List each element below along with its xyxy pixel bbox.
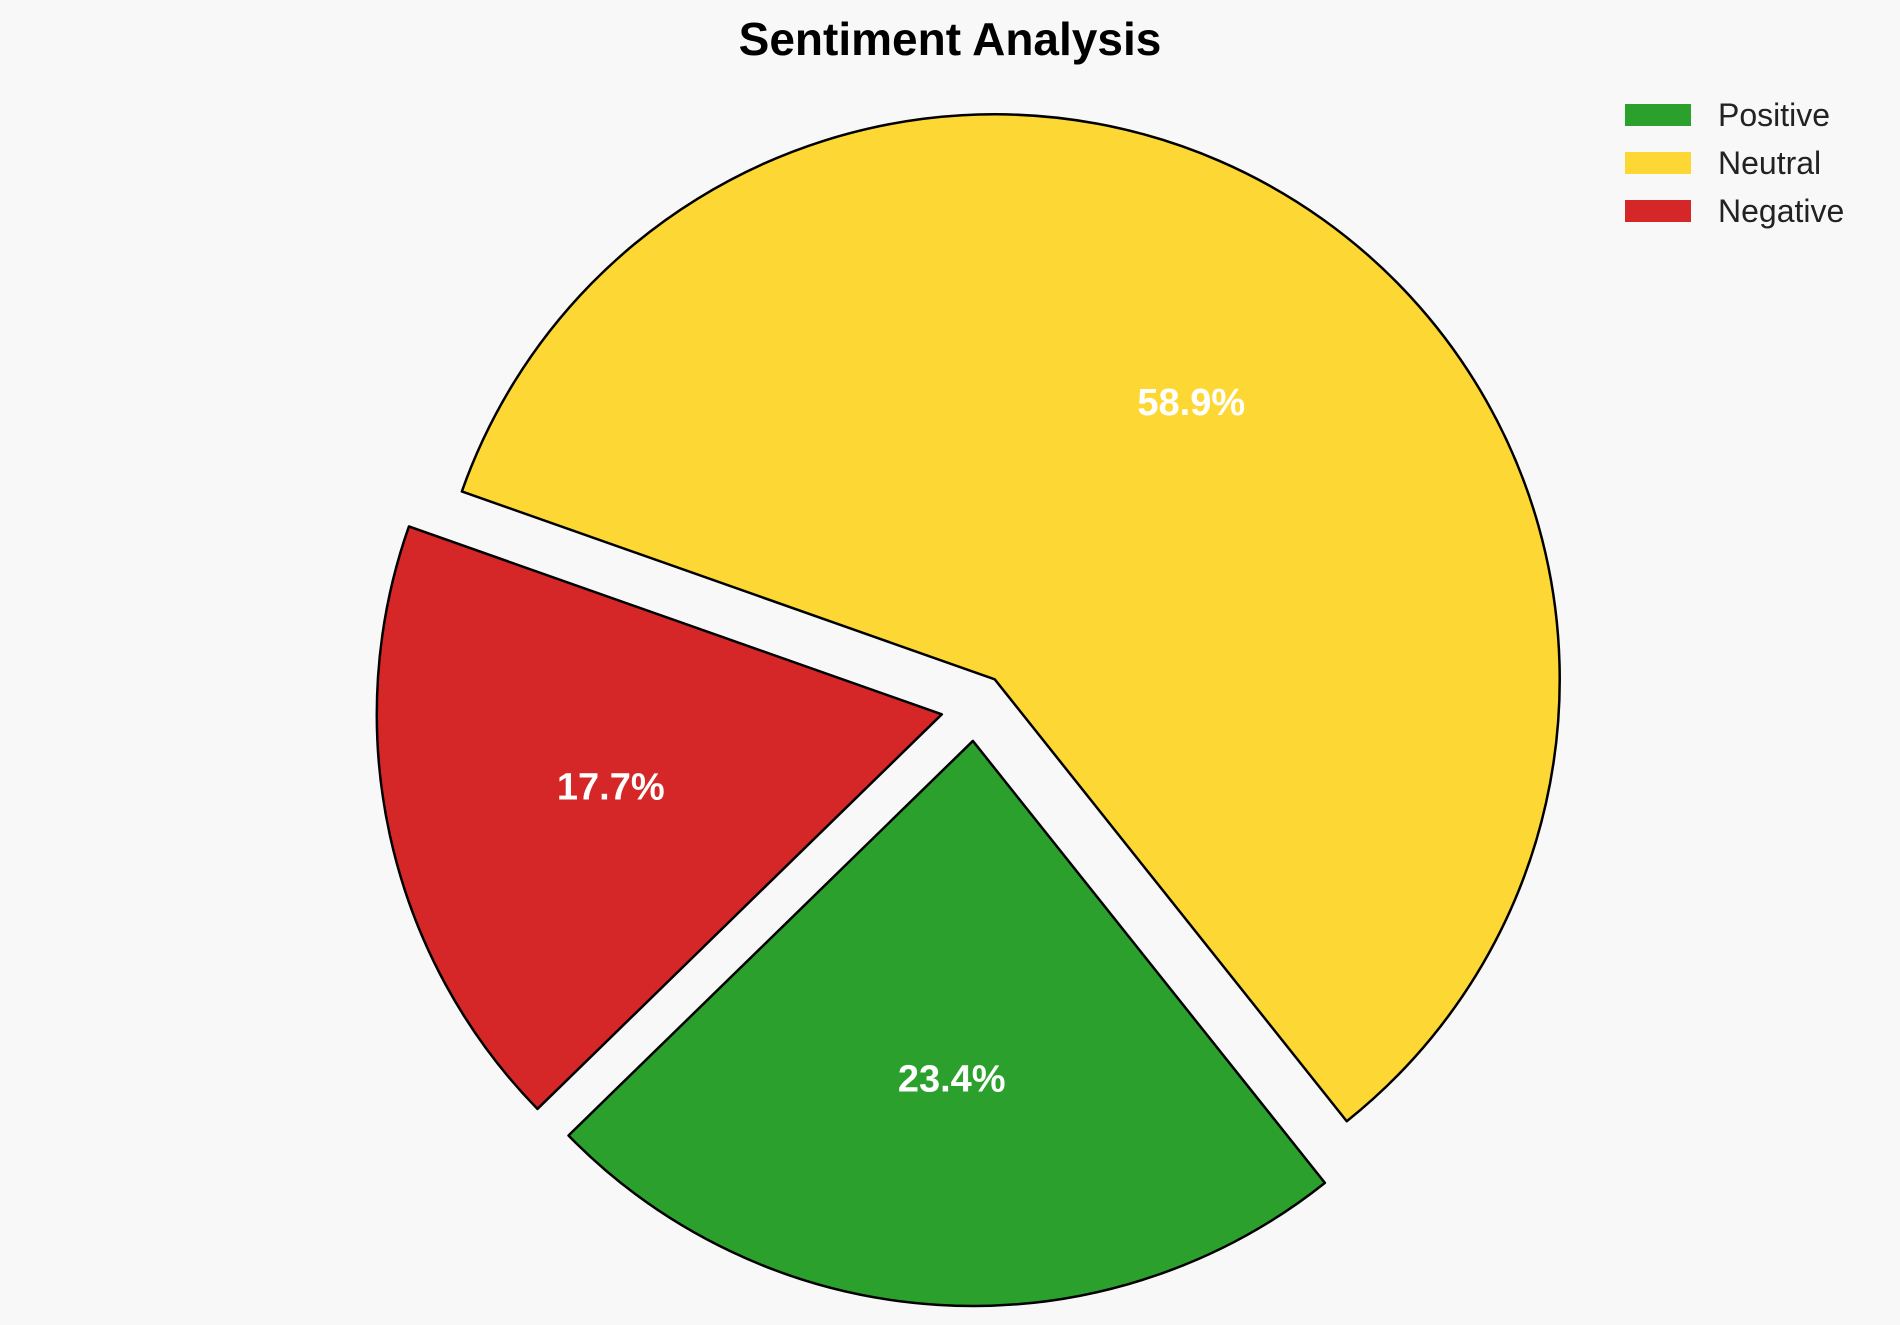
legend: Positive Neutral Negative [1625,97,1844,229]
legend-item-negative: Negative [1625,193,1844,229]
legend-swatch-positive [1625,104,1691,126]
legend-label-positive: Positive [1718,97,1830,133]
pie-slice-positive [567,739,1327,1308]
pie-slices [375,113,1561,1308]
legend-swatch-negative [1625,200,1691,222]
legend-item-positive: Positive [1625,97,1830,133]
legend-item-neutral: Neutral [1625,145,1821,181]
pie-slice-neutral [460,113,1561,1123]
legend-swatch-neutral [1625,152,1691,174]
slice-labels: 23.4% 58.9% 17.7% [557,382,1245,1100]
pie-slice-negative [375,525,944,1111]
legend-label-neutral: Neutral [1718,145,1821,181]
chart-title: Sentiment Analysis [739,13,1162,65]
slice-label-positive: 23.4% [898,1058,1006,1100]
slice-label-negative: 17.7% [557,766,665,808]
legend-label-negative: Negative [1718,193,1844,229]
slice-label-neutral: 58.9% [1137,382,1245,424]
